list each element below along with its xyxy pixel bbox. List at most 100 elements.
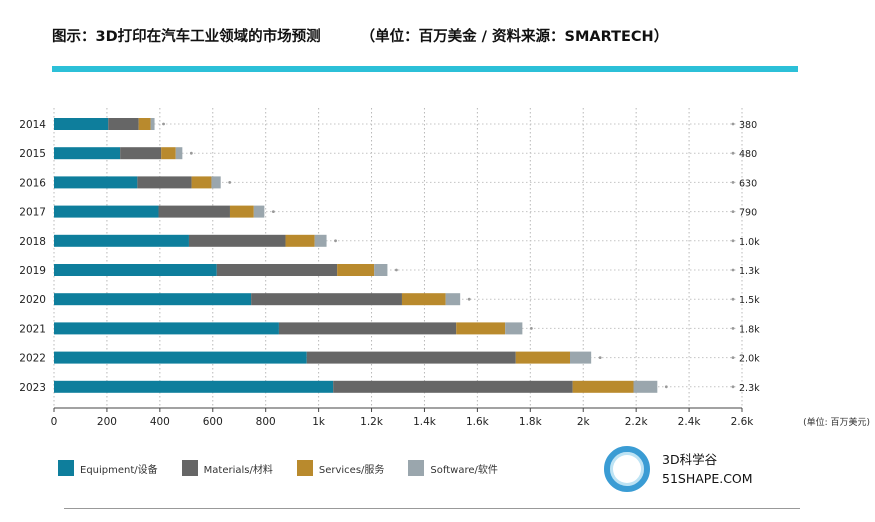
legend-item-materials: Materials/材料 (181, 460, 273, 476)
bar-segment (456, 322, 506, 335)
total-label: 380 (739, 120, 757, 131)
total-label: 1.0k (739, 237, 760, 248)
brand-site: 51SHAPE.COM (662, 471, 753, 486)
bottom-divider (64, 508, 800, 509)
bar-segment (191, 176, 212, 189)
bar-segment (54, 380, 334, 393)
legend-swatch-materials (181, 460, 198, 476)
y-tick-label: 2021 (19, 323, 46, 335)
legend: Equipment/设备 Materials/材料 Services/服务 So… (58, 460, 522, 476)
x-tick-label: 2.4k (678, 416, 702, 428)
y-tick-label: 2018 (19, 236, 46, 248)
brand-logo: 3D科学谷 51SHAPE.COM (604, 446, 753, 492)
total-dot (731, 327, 735, 330)
legend-swatch-equipment (58, 460, 74, 476)
bar-segment (285, 234, 315, 247)
bar-segment (570, 351, 592, 364)
total-label: 790 (739, 208, 757, 219)
x-tick-label: 2.2k (625, 416, 649, 428)
x-tick-label: 2.6k (731, 416, 755, 428)
accent-bar (52, 66, 798, 72)
y-tick-label: 2016 (19, 177, 46, 189)
bar-segment (337, 264, 375, 276)
bar-segment (445, 293, 461, 306)
title-source: （单位：百万美金 / 资料来源：SMARTECH） (360, 29, 669, 45)
x-tick-label: 0 (51, 416, 58, 428)
legend-label-equipment: Equipment/设备 (80, 464, 158, 476)
logo-ring-icon (604, 446, 650, 492)
bar-segment (572, 380, 634, 393)
x-tick-label: 1.6k (466, 416, 490, 428)
y-tick-label: 2019 (19, 265, 46, 277)
unit-note: (单位: 百万美元) (803, 416, 870, 428)
bar-end-dot (162, 122, 165, 126)
legend-item-software: Software/软件 (408, 460, 498, 476)
bar-segment (175, 147, 183, 160)
total-dot (731, 239, 735, 243)
total-dot (731, 356, 735, 359)
bar-end-dot (189, 151, 193, 155)
bar-segment (54, 176, 138, 189)
total-dot (731, 385, 735, 389)
bar-segment (505, 322, 523, 335)
bar-segment (54, 322, 279, 335)
x-tick-label: 1k (312, 416, 326, 428)
bar-segment (54, 264, 217, 276)
total-label: 1.3k (739, 266, 760, 277)
x-tick-label: 400 (150, 416, 170, 428)
y-tick-label: 2020 (19, 294, 46, 306)
bar-segment (158, 205, 230, 218)
y-tick-label: 2015 (19, 148, 46, 160)
bar-end-dot (467, 297, 471, 301)
bar-segment (150, 118, 155, 130)
y-tick-label: 2014 (19, 119, 46, 131)
bar-end-dot (664, 385, 668, 389)
brand-text: 3D科学谷 51SHAPE.COM (662, 450, 753, 488)
bar-segment (54, 205, 159, 218)
bar-segment (333, 380, 573, 393)
total-dot (731, 297, 735, 301)
bar-end-dot (228, 181, 232, 184)
y-tick-label: 2017 (19, 207, 46, 219)
bar-segment (278, 322, 457, 335)
legend-swatch-software (408, 460, 425, 476)
y-tick-label: 2023 (19, 382, 46, 394)
total-dot (731, 122, 735, 126)
total-dot (731, 151, 735, 155)
bar-segment (306, 351, 516, 364)
bar-end-dot (529, 327, 533, 330)
bar-end-dot (598, 356, 602, 359)
title-main: 图示：3D打印在汽车工业领域的市场预测 (52, 29, 321, 45)
bar-segment (54, 147, 121, 160)
bar-segment (54, 234, 189, 247)
bar-segment (314, 234, 327, 247)
legend-label-materials: Materials/材料 (203, 464, 273, 476)
legend-swatch-services (296, 460, 313, 476)
bar-segment (138, 118, 151, 130)
bar-segment (161, 147, 176, 160)
y-tick-label: 2022 (19, 353, 46, 365)
bar-end-dot (271, 210, 275, 214)
total-dot (731, 268, 735, 272)
chart-title: 图示：3D打印在汽车工业领域的市场预测 （单位：百万美金 / 资料来源：SMART… (52, 25, 668, 46)
bar-segment (229, 205, 254, 218)
x-tick-label: 1.2k (360, 416, 384, 428)
legend-label-software: Software/软件 (430, 464, 498, 476)
bar-segment (633, 380, 658, 393)
legend-item-services: Services/服务 (296, 460, 385, 476)
total-dot (731, 210, 735, 214)
total-label: 480 (739, 149, 757, 160)
legend-item-equipment: Equipment/设备 (58, 460, 158, 476)
bar-segment (54, 351, 307, 364)
x-tick-label: 200 (97, 416, 117, 428)
bar-end-dot (334, 239, 337, 243)
legend-label-services: Services/服务 (318, 464, 385, 476)
bar-segment (401, 293, 446, 306)
bar-segment (374, 264, 388, 276)
bar-segment (251, 293, 402, 306)
bar-segment (120, 147, 162, 160)
bar-segment (211, 176, 221, 189)
x-tick-label: 1.4k (413, 416, 437, 428)
x-tick-label: 2k (577, 416, 591, 428)
